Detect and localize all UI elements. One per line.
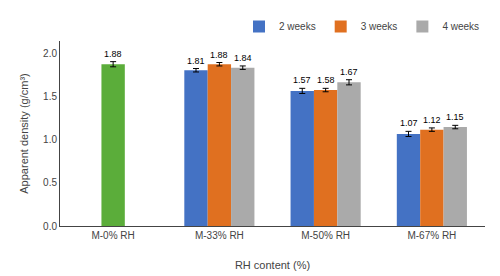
svg-text:M-67% RH: M-67% RH [407, 230, 456, 241]
svg-text:2.0: 2.0 [43, 48, 57, 59]
svg-text:0.5: 0.5 [43, 177, 57, 188]
svg-text:1.88: 1.88 [210, 50, 228, 60]
svg-text:1.07: 1.07 [400, 118, 418, 128]
svg-text:0.0: 0.0 [43, 221, 57, 232]
svg-text:1.12: 1.12 [423, 115, 441, 125]
svg-text:1.67: 1.67 [340, 67, 358, 77]
svg-text:1.88: 1.88 [104, 49, 122, 59]
svg-text:1.0: 1.0 [43, 134, 57, 145]
svg-text:RH content (%): RH content (%) [235, 259, 310, 271]
svg-text:4 weeks: 4 weeks [442, 21, 479, 32]
svg-text:1.57: 1.57 [293, 75, 311, 85]
svg-text:1.58: 1.58 [317, 75, 335, 85]
svg-text:1.81: 1.81 [187, 56, 205, 66]
svg-text:M-0% RH: M-0% RH [91, 230, 134, 241]
svg-text:Apparent density (g/cm³): Apparent density (g/cm³) [18, 73, 30, 193]
svg-text:M-33% RH: M-33% RH [195, 230, 244, 241]
svg-text:M-50% RH: M-50% RH [301, 230, 350, 241]
svg-text:2 weeks: 2 weeks [279, 21, 316, 32]
svg-text:1.15: 1.15 [446, 112, 464, 122]
svg-text:3 weeks: 3 weeks [361, 21, 398, 32]
svg-text:1.84: 1.84 [234, 53, 252, 63]
svg-text:1.5: 1.5 [43, 91, 57, 102]
